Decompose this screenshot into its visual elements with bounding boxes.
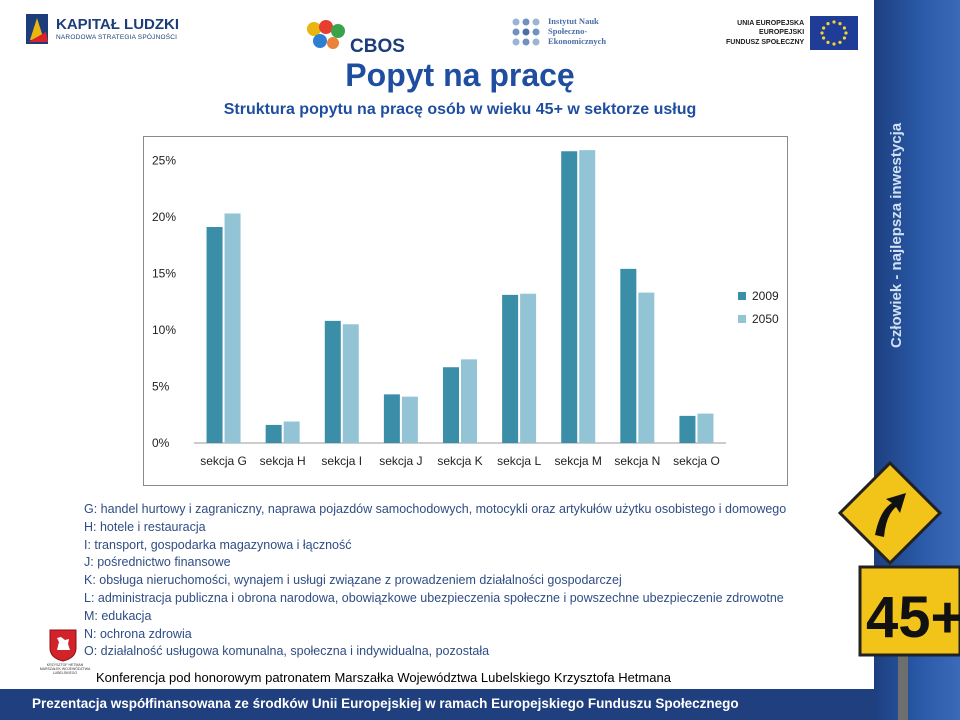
eu-flag-icon [810, 16, 859, 50]
y-tick-label: 10% [152, 323, 176, 337]
description-k: K: obsługa nieruchomości, wynajem i usłu… [84, 573, 622, 588]
conference-text: Konferencja pod honorowym patronatem Mar… [96, 670, 671, 685]
bar-2009-sekcja-K [443, 367, 459, 443]
description-l: L: administracja publiczna i obrona naro… [84, 590, 784, 605]
road-sign-45plus-icon: 45+ [837, 460, 960, 720]
bar-chart: 0% 5% 10% 15% 20% 25% sekcja G sekcja H sekcja I… [143, 136, 788, 486]
funding-text: Prezentacja współfinansowana ze środków … [32, 696, 739, 711]
page-subtitle: Struktura popytu na pracę osób w wieku 4… [223, 101, 697, 118]
y-tick-label: 0% [152, 436, 170, 450]
kapital-ludzki-emblem-icon [26, 14, 48, 44]
x-tick-label: sekcja I [321, 454, 362, 468]
kapital-ludzki-logo: KAPITAŁ LUDZKI NARODOWA STRATEGIA SPÓJNO… [24, 12, 179, 46]
x-tick-label: sekcja G [200, 454, 247, 468]
chart-legend: 2009 2050 [738, 289, 779, 335]
sidebar-slogan: Człowiek - najlepsza inwestycja [888, 122, 905, 348]
bottom-bar: Prezentacja współfinansowana ze środków … [0, 689, 874, 720]
institute-line-1: Instytut Nauk [548, 16, 599, 27]
kapital-ludzki-sub: NARODOWA STRATEGIA SPÓJNOŚCI [56, 33, 178, 41]
x-tick-label: sekcja K [437, 454, 482, 468]
institute-name: Instytut Nauk Społeczno- Ekonomicznych [548, 17, 606, 46]
crest-caption: KRZYSZTOF HETMAN MARSZAŁEK WOJEWÓDZTWA L… [39, 663, 91, 676]
description-h: H: hotele i restauracja [84, 519, 206, 534]
bar-2009-sekcja-G [206, 227, 223, 443]
eu-line-1: UNIA EUROPEJSKA [737, 20, 805, 28]
bar-2050-sekcja-G [224, 213, 241, 443]
bar-2050-sekcja-M [579, 150, 596, 443]
legend-swatch-2050 [738, 315, 746, 323]
bar-2050-sekcja-O [697, 413, 714, 443]
page-title: Popyt na pracę [345, 57, 575, 93]
bar-2009-sekcja-I [324, 320, 341, 443]
bar-2009-sekcja-H [265, 424, 282, 443]
bar-2050-sekcja-I [342, 324, 359, 443]
y-tick-label: 25% [152, 153, 176, 167]
bar-2050-sekcja-K [461, 359, 477, 443]
x-tick-label: sekcja O [673, 454, 720, 468]
institute-line-2: Społeczno- [548, 26, 588, 37]
eu-logo: UNIA EUROPEJSKA EUROPEJSKI FUNDUSZ SPOŁE… [726, 16, 859, 50]
description-j: J: pośrednictwo finansowe [84, 555, 231, 570]
bar-2009-sekcja-L [502, 294, 519, 443]
bar-2009-sekcja-O [679, 415, 696, 443]
lubelskie-crest-icon [49, 629, 77, 662]
bar-2009-sekcja-N [620, 268, 637, 443]
description-o: O: działalność usługowa komunalna, społe… [84, 644, 490, 659]
cbos-logo: CBOS [306, 14, 405, 58]
description-g: G: handel hurtowy i zagraniczny, naprawa… [84, 502, 787, 516]
section-descriptions: G: handel hurtowy i zagraniczny, naprawa… [84, 501, 874, 661]
bar-2050-sekcja-J [401, 396, 418, 443]
legend-item-2009: 2009 [738, 289, 779, 303]
road-sign-text: 45+ [866, 585, 960, 650]
y-tick-label: 5% [152, 379, 170, 393]
bar-2050-sekcja-L [520, 293, 537, 443]
description-i: I: transport, gospodarka magazynowa i łą… [84, 537, 352, 552]
legend-label-2050: 2050 [752, 312, 779, 326]
y-tick-label: 15% [152, 266, 176, 280]
legend-item-2050: 2050 [738, 312, 779, 326]
legend-label-2009: 2009 [752, 289, 779, 303]
bar-2009-sekcja-J [383, 394, 400, 443]
institute-logo: Instytut Nauk Społeczno- Ekonomicznych [510, 16, 606, 48]
logo-bar: KAPITAŁ LUDZKI NARODOWA STRATEGIA SPÓJNO… [0, 0, 874, 66]
x-tick-label: sekcja N [614, 454, 660, 468]
kapital-ludzki-name: KAPITAŁ LUDZKI [56, 16, 180, 34]
x-tick-label: sekcja M [555, 454, 602, 468]
x-tick-label: sekcja L [497, 454, 541, 468]
eu-line-2: EUROPEJSKI [759, 29, 805, 37]
x-tick-label: sekcja H [260, 454, 306, 468]
description-n: N: ochrona zdrowia [84, 626, 192, 641]
institute-dots-icon [512, 18, 540, 46]
cbos-name: CBOS [350, 36, 405, 57]
chart-canvas: 0% 5% 10% 15% 20% 25% sekcja G sekcja H sekcja I… [152, 150, 726, 468]
eu-text: UNIA EUROPEJSKA EUROPEJSKI FUNDUSZ SPOŁE… [726, 19, 804, 46]
institute-line-3: Ekonomicznych [548, 35, 607, 46]
cbos-emblem-icon [307, 20, 345, 49]
legend-swatch-2009 [738, 292, 746, 300]
x-tick-label: sekcja J [379, 454, 422, 468]
description-m: M: edukacja [84, 608, 152, 623]
eu-line-3: FUNDUSZ SPOŁECZNY [726, 38, 805, 46]
bar-2009-sekcja-M [561, 151, 578, 443]
bar-2050-sekcja-N [638, 292, 655, 443]
y-tick-label: 20% [152, 210, 176, 224]
bar-2050-sekcja-H [283, 421, 300, 443]
